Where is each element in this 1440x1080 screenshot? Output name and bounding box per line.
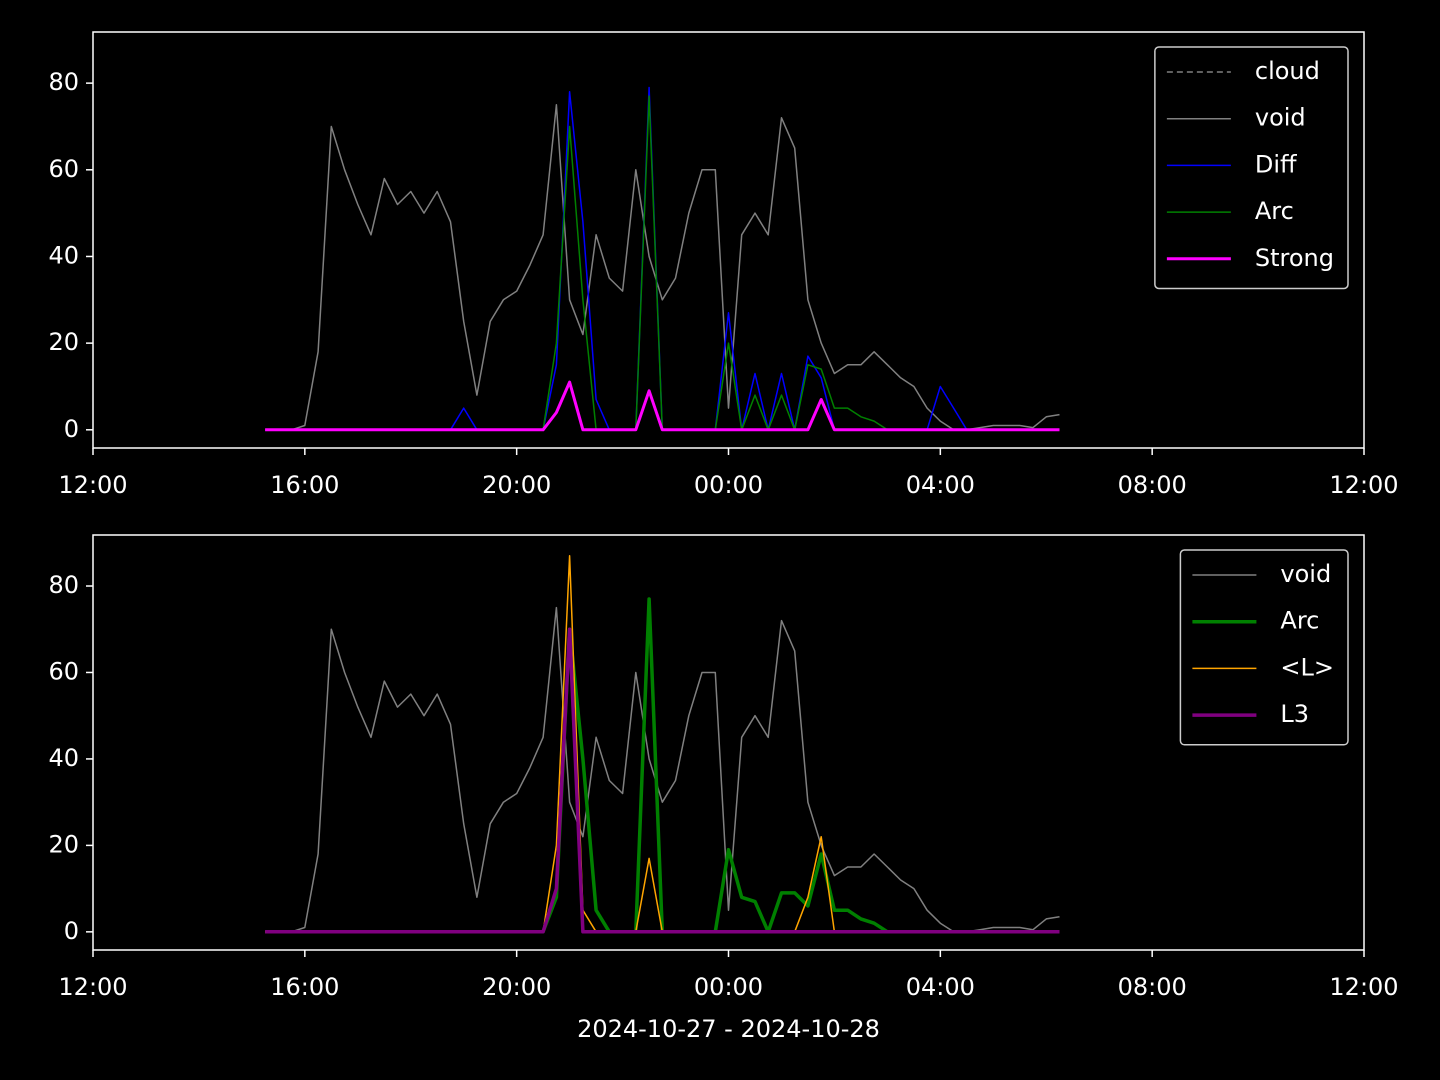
x-tick-label: 04:00	[906, 973, 975, 1001]
series-line	[265, 597, 1060, 934]
series-line	[265, 606, 1060, 933]
y-tick-label: 40	[48, 241, 79, 269]
x-tick-label: 20:00	[482, 973, 551, 1001]
x-axis-label: 2024-10-27 - 2024-10-28	[577, 1015, 880, 1043]
series-line	[265, 95, 1060, 431]
x-tick-label: 00:00	[694, 471, 763, 499]
x-tick-label: 12:00	[58, 973, 127, 1001]
legend-label: Diff	[1255, 150, 1297, 178]
x-tick-label: 20:00	[482, 471, 551, 499]
series-line	[265, 380, 1060, 432]
legend-box	[1154, 46, 1349, 290]
series-line	[265, 627, 1060, 934]
legend-label: L3	[1280, 700, 1309, 728]
x-tick-label: 00:00	[694, 973, 763, 1001]
x-tick-label: 12:00	[1329, 973, 1398, 1001]
y-tick-label: 80	[48, 571, 79, 599]
x-tick-label: 12:00	[58, 471, 127, 499]
y-tick-label: 80	[48, 68, 79, 96]
series-line	[265, 555, 1060, 933]
plot-frame	[92, 534, 1365, 951]
legend-box	[1179, 549, 1349, 746]
y-tick-label: 0	[64, 415, 79, 443]
plot-frame	[92, 31, 1365, 449]
y-tick-label: 40	[48, 744, 79, 772]
y-tick-label: 60	[48, 657, 79, 685]
legend-label: Strong	[1255, 244, 1334, 272]
x-tick-label: 04:00	[906, 471, 975, 499]
x-tick-label: 08:00	[1118, 973, 1187, 1001]
x-tick-label: 08:00	[1118, 471, 1187, 499]
legend-label: void	[1255, 104, 1306, 132]
legend-label: <L>	[1280, 653, 1334, 681]
y-tick-label: 20	[48, 830, 79, 858]
x-tick-label: 16:00	[270, 471, 339, 499]
y-tick-label: 20	[48, 328, 79, 356]
x-tick-label: 12:00	[1329, 471, 1398, 499]
x-tick-label: 16:00	[270, 973, 339, 1001]
series-line	[265, 86, 1060, 431]
y-tick-label: 0	[64, 917, 79, 945]
legend-label: void	[1280, 560, 1331, 588]
legend-label: cloud	[1255, 57, 1320, 85]
series-line	[265, 104, 1060, 431]
legend-label: Arc	[1255, 197, 1294, 225]
y-tick-label: 60	[48, 155, 79, 183]
legend-label: Arc	[1280, 607, 1319, 635]
